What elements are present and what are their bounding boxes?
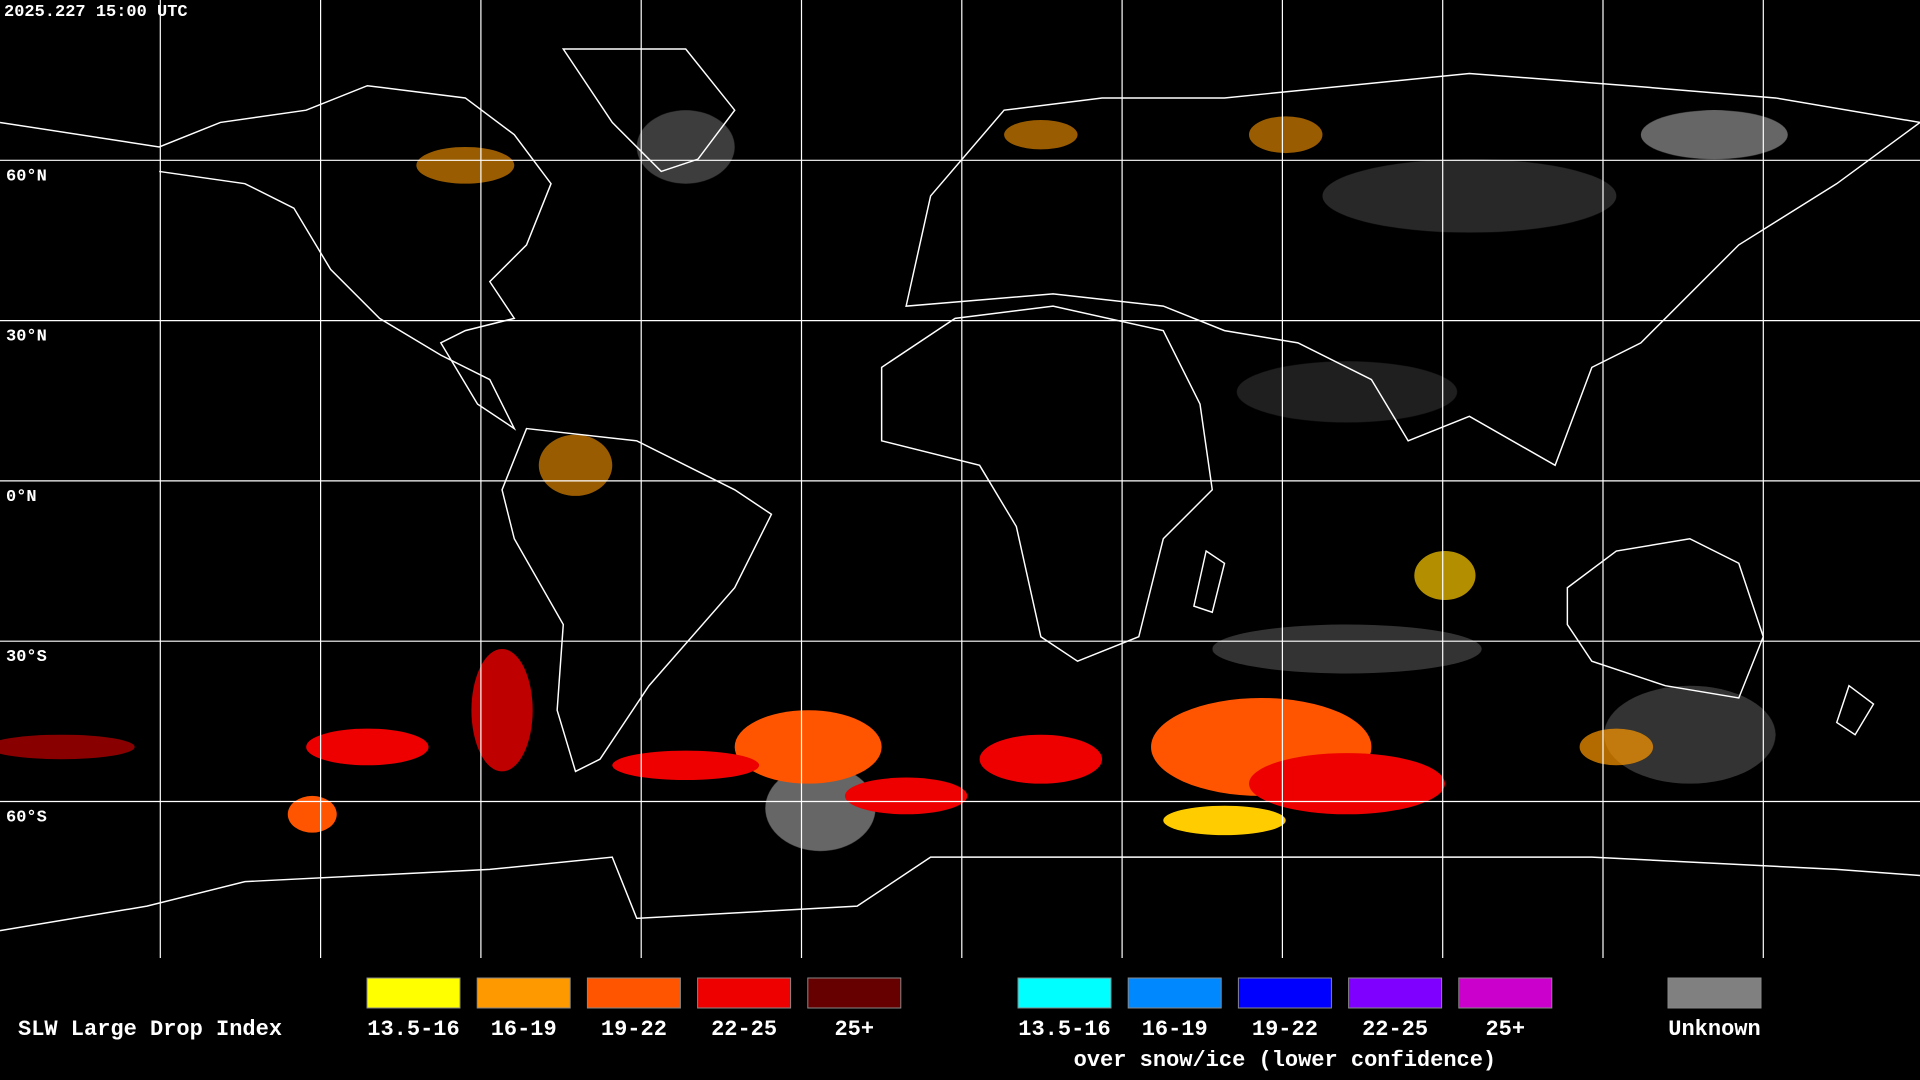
legend-swatch [476,977,571,1009]
legend-label: 19-22 [1252,1017,1318,1042]
legend-label: 19-22 [601,1017,667,1042]
legend-label: 16-19 [1142,1017,1208,1042]
legend-label: 13.5-16 [1018,1017,1110,1042]
legend-swatch [1237,977,1332,1009]
timestamp: 2025.227 15:00 UTC [4,3,188,22]
legend-label: 25+ [834,1017,874,1042]
latitude-label: 30°N [6,328,47,347]
legend-caption: over snow/ice (lower confidence) [1074,1048,1496,1073]
legend-swatch [807,977,902,1009]
legend-label: 22-25 [1362,1017,1428,1042]
legend-swatch [1017,977,1112,1009]
legend-swatch [1127,977,1222,1009]
legend-swatch [366,977,461,1009]
legend-swatch [1348,977,1443,1009]
legend-title: SLW Large Drop Index [18,1017,282,1042]
coastlines [0,48,1920,932]
legend-label: 13.5-16 [367,1017,459,1042]
legend-swatch [1667,977,1762,1009]
legend-label: 25+ [1485,1017,1525,1042]
latitude-label: 60°S [6,809,47,828]
legend-swatch [697,977,792,1009]
legend: SLW Large Drop Index 13.5-16 16-19 19-22 22… [18,977,1762,1073]
map: 60°N 30°N 0°N 30°S 60°S 2025.227 15:00 UTC [0,0,1920,958]
legend-label: Unknown [1668,1017,1760,1042]
legend-label: 22-25 [711,1017,777,1042]
latitude-label: 0°N [6,488,37,507]
graticule: 60°N 30°N 0°N 30°S 60°S [0,0,1920,958]
legend-swatch [586,977,681,1009]
latitude-label: 60°N [6,167,47,186]
unknown-areas [636,110,1788,852]
latitude-label: 30°S [6,648,47,667]
legend-label: 16-19 [491,1017,557,1042]
legend-swatch [1458,977,1553,1009]
